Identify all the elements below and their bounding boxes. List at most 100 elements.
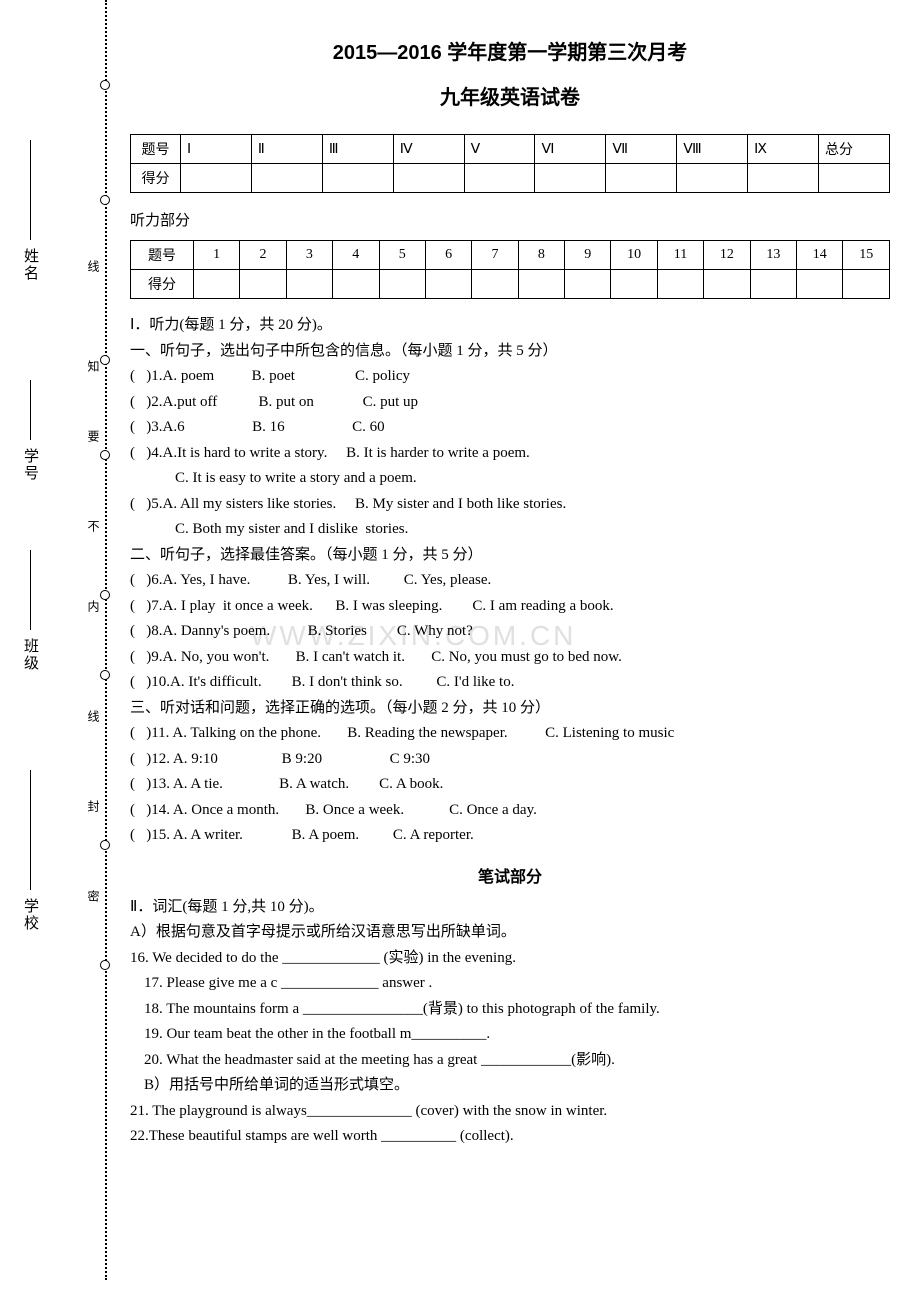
class-label: 班级 xyxy=(20,638,41,672)
table-cell: Ⅰ xyxy=(181,135,252,164)
question: 16. We decided to do the _____________ (… xyxy=(130,946,890,972)
table-cell: 4 xyxy=(333,241,379,270)
question: 22.These beautiful stamps are well worth… xyxy=(130,1124,890,1150)
text-line: Ⅰ．听力(每题 1 分，共 20 分)。 xyxy=(130,313,890,339)
dotted-seal-label-1: 线 xyxy=(85,260,102,292)
question: ( )14. A. Once a month. B. Once a week. … xyxy=(130,798,890,824)
question: ( )7.A. I play it once a week. B. I was … xyxy=(130,594,890,620)
table-row: 题号 Ⅰ Ⅱ Ⅲ Ⅳ Ⅴ Ⅵ Ⅶ Ⅷ Ⅸ 总分 xyxy=(131,135,890,164)
dotted-seal-label-8: 密 xyxy=(85,890,102,922)
question: ( )3.A.6 B. 16 C. 60 xyxy=(130,415,890,441)
written-title: 笔试部分 xyxy=(130,863,890,887)
side-label-name: 姓名 xyxy=(20,140,41,282)
text-line: B）用括号中所给单词的适当形式填空。 xyxy=(130,1073,890,1099)
side-line xyxy=(30,770,32,890)
table-cell: 5 xyxy=(379,241,425,270)
side-circle xyxy=(100,80,110,90)
name-label: 姓名 xyxy=(20,248,41,282)
side-circle xyxy=(100,590,110,600)
dotted-seal-label-5: 内 xyxy=(85,600,102,632)
question: ( )1.A. poem B. poet C. policy xyxy=(130,364,890,390)
content: 2015—2016 学年度第一学期第三次月考 九年级英语试卷 题号 Ⅰ Ⅱ Ⅲ … xyxy=(130,36,900,1150)
table-cell: 题号 xyxy=(131,135,181,164)
side-line xyxy=(30,550,32,630)
table-cell: Ⅵ xyxy=(535,135,606,164)
table-cell: Ⅶ xyxy=(606,135,677,164)
table-cell: 题号 xyxy=(131,241,194,270)
question: ( )11. A. Talking on the phone. B. Readi… xyxy=(130,721,890,747)
table-cell: 得分 xyxy=(131,164,181,193)
side-label-number: 学号 xyxy=(20,380,41,482)
table-cell: 14 xyxy=(797,241,843,270)
text-line: A）根据句意及首字母提示或所给汉语意思写出所缺单词。 xyxy=(130,920,890,946)
question: ( )10.A. It's difficult. B. I don't thin… xyxy=(130,670,890,696)
dotted-seal-label-7: 封 xyxy=(85,800,102,832)
sidebar: 线 知 要 不 内 线 封 密 姓名 学号 班级 学校 xyxy=(0,0,130,1302)
text-line: Ⅱ．词汇(每题 1 分,共 10 分)。 xyxy=(130,895,890,921)
question: 17. Please give me a c _____________ ans… xyxy=(130,971,890,997)
table-cell: 11 xyxy=(657,241,703,270)
side-circle xyxy=(100,960,110,970)
question: 19. Our team beat the other in the footb… xyxy=(130,1022,890,1048)
table-cell: 8 xyxy=(518,241,564,270)
table-cell: Ⅱ xyxy=(251,135,322,164)
dotted-seal-label-6: 线 xyxy=(85,710,102,742)
table-cell: Ⅳ xyxy=(393,135,464,164)
question: ( )9.A. No, you won't. B. I can't watch … xyxy=(130,645,890,671)
table-row: 得分 xyxy=(131,270,890,299)
text-line: 一、听句子，选出句子中所包含的信息。（每小题 1 分，共 5 分） xyxy=(130,339,890,365)
question: ( )15. A. A writer. B. A poem. C. A repo… xyxy=(130,823,890,849)
table-row: 题号 1 2 3 4 5 6 7 8 9 10 11 12 13 14 15 xyxy=(131,241,890,270)
table-cell: 12 xyxy=(704,241,750,270)
side-circle xyxy=(100,840,110,850)
table-cell: Ⅸ xyxy=(748,135,819,164)
table-cell: 3 xyxy=(286,241,332,270)
table-row: 得分 xyxy=(131,164,890,193)
listening-body: Ⅰ．听力(每题 1 分，共 20 分)。 一、听句子，选出句子中所包含的信息。（… xyxy=(130,313,890,849)
table-cell: 得分 xyxy=(131,270,194,299)
text-line: 三、听对话和问题，选择正确的选项。（每小题 2 分，共 10 分） xyxy=(130,696,890,722)
score-table-main: 题号 Ⅰ Ⅱ Ⅲ Ⅳ Ⅴ Ⅵ Ⅶ Ⅷ Ⅸ 总分 得分 xyxy=(130,134,890,193)
question: ( )13. A. A tie. B. A watch. C. A book. xyxy=(130,772,890,798)
side-label-school: 学校 xyxy=(20,770,41,932)
dotted-seal-label-3: 要 xyxy=(85,430,102,462)
page-title-2: 九年级英语试卷 xyxy=(130,81,890,110)
question: 21. The playground is always____________… xyxy=(130,1099,890,1125)
table-cell: 15 xyxy=(843,241,890,270)
table-cell: Ⅲ xyxy=(322,135,393,164)
table-cell: 6 xyxy=(425,241,471,270)
table-cell: 13 xyxy=(750,241,796,270)
dotted-seal-label-4: 不 xyxy=(85,520,102,552)
table-cell: 10 xyxy=(611,241,657,270)
side-circle xyxy=(100,195,110,205)
table-cell: Ⅷ xyxy=(677,135,748,164)
question: ( )5.A. All my sisters like stories. B. … xyxy=(130,492,890,518)
score-table-listening: 题号 1 2 3 4 5 6 7 8 9 10 11 12 13 14 15 得… xyxy=(130,240,890,299)
question: C. It is easy to write a story and a poe… xyxy=(130,466,890,492)
question: ( )2.A.put off B. put on C. put up xyxy=(130,390,890,416)
school-label: 学校 xyxy=(20,898,41,932)
table-cell: 1 xyxy=(193,241,239,270)
table-cell: 7 xyxy=(472,241,518,270)
dotted-line xyxy=(105,0,107,1280)
dotted-seal-label-2: 知 xyxy=(85,360,102,392)
listening-label: 听力部分 xyxy=(130,209,890,230)
question: ( )4.A.It is hard to write a story. B. I… xyxy=(130,441,890,467)
page-title-1: 2015—2016 学年度第一学期第三次月考 xyxy=(130,36,890,65)
text-line: 二、听句子，选择最佳答案。（每小题 1 分，共 5 分） xyxy=(130,543,890,569)
number-label: 学号 xyxy=(20,448,41,482)
question: ( )6.A. Yes, I have. B. Yes, I will. C. … xyxy=(130,568,890,594)
side-circle xyxy=(100,670,110,680)
question: C. Both my sister and I dislike stories. xyxy=(130,517,890,543)
side-label-class: 班级 xyxy=(20,550,41,672)
question: 18. The mountains form a _______________… xyxy=(130,997,890,1023)
table-cell: 2 xyxy=(240,241,286,270)
written-body: Ⅱ．词汇(每题 1 分,共 10 分)。 A）根据句意及首字母提示或所给汉语意思… xyxy=(130,895,890,1150)
table-cell: 9 xyxy=(565,241,611,270)
question: ( )8.A. Danny's poem. B. Stories C. Why … xyxy=(130,619,890,645)
side-line xyxy=(30,140,32,240)
table-cell: Ⅴ xyxy=(464,135,535,164)
question: 20. What the headmaster said at the meet… xyxy=(130,1048,890,1074)
question: ( )12. A. 9:10 B 9:20 C 9:30 xyxy=(130,747,890,773)
table-cell: 总分 xyxy=(819,135,890,164)
